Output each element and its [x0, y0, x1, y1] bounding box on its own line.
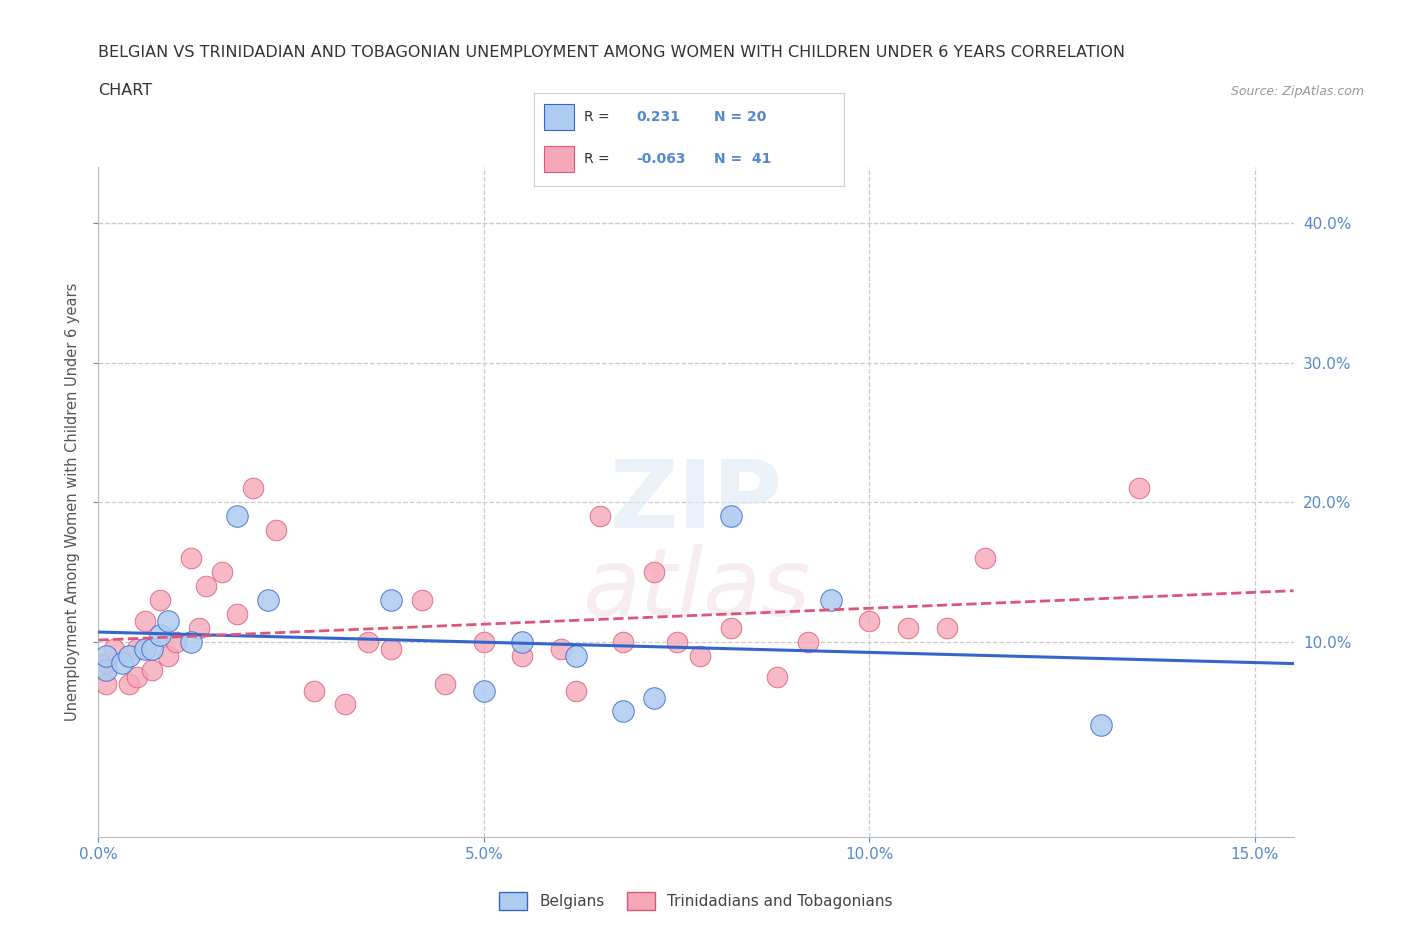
Point [643, 565, 665, 579]
Point [565, 648, 588, 663]
Text: BELGIAN VS TRINIDADIAN AND TOBAGONIAN UNEMPLOYMENT AMONG WOMEN WITH CHILDREN UND: BELGIAN VS TRINIDADIAN AND TOBAGONIAN UN… [98, 46, 1125, 60]
Text: N =  41: N = 41 [714, 152, 770, 166]
Point [180, 634, 202, 649]
Point [187, 620, 209, 635]
Point [820, 592, 842, 607]
Point [550, 642, 572, 657]
Point [149, 628, 172, 643]
Point [333, 698, 356, 712]
Point [858, 614, 880, 629]
Point [226, 509, 249, 524]
Point [264, 523, 287, 538]
Text: R =: R = [583, 110, 609, 124]
Point [512, 648, 534, 663]
Point [1128, 481, 1150, 496]
Point [94, 648, 117, 663]
Point [974, 551, 997, 565]
Point [134, 642, 156, 657]
Y-axis label: Unemployment Among Women with Children Under 6 years: Unemployment Among Women with Children U… [65, 283, 80, 722]
Point [103, 642, 125, 657]
Point [118, 648, 141, 663]
Text: R =: R = [583, 152, 609, 166]
Point [226, 606, 249, 621]
Point [797, 634, 820, 649]
Point [935, 620, 957, 635]
Point [134, 614, 156, 629]
Bar [544, 146, 575, 172]
Point [357, 634, 380, 649]
Text: ZIP: ZIP [610, 457, 782, 548]
Point [94, 656, 117, 671]
Point [720, 509, 742, 524]
Point [156, 648, 179, 663]
Point [612, 634, 634, 649]
Point [689, 648, 711, 663]
Point [1090, 718, 1112, 733]
Bar [544, 104, 575, 130]
Point [165, 634, 187, 649]
Point [411, 592, 433, 607]
Point [472, 683, 495, 698]
Point [472, 634, 495, 649]
Point [434, 676, 457, 691]
Point [242, 481, 264, 496]
Point [118, 676, 141, 691]
Point [94, 662, 117, 677]
Point [665, 634, 688, 649]
Point [720, 620, 742, 635]
Point [565, 683, 588, 698]
Text: Source: ZipAtlas.com: Source: ZipAtlas.com [1230, 85, 1364, 98]
Point [766, 670, 789, 684]
Point [141, 662, 163, 677]
Text: 0.231: 0.231 [637, 110, 681, 124]
Point [156, 614, 179, 629]
Point [195, 578, 218, 593]
Point [897, 620, 920, 635]
Text: CHART: CHART [98, 83, 152, 98]
Point [141, 642, 163, 657]
Point [125, 642, 148, 657]
Text: atlas: atlas [582, 544, 810, 635]
Point [304, 683, 326, 698]
Text: N = 20: N = 20 [714, 110, 766, 124]
Point [94, 676, 117, 691]
Point [588, 509, 610, 524]
Point [125, 670, 148, 684]
Point [149, 592, 172, 607]
Legend: Belgians, Trinidadians and Tobagonians: Belgians, Trinidadians and Tobagonians [494, 885, 898, 916]
Point [643, 690, 665, 705]
Point [612, 704, 634, 719]
Point [211, 565, 233, 579]
Point [380, 592, 402, 607]
Point [512, 634, 534, 649]
Point [180, 551, 202, 565]
Text: -0.063: -0.063 [637, 152, 686, 166]
Point [110, 656, 132, 671]
Point [257, 592, 280, 607]
Point [380, 642, 402, 657]
